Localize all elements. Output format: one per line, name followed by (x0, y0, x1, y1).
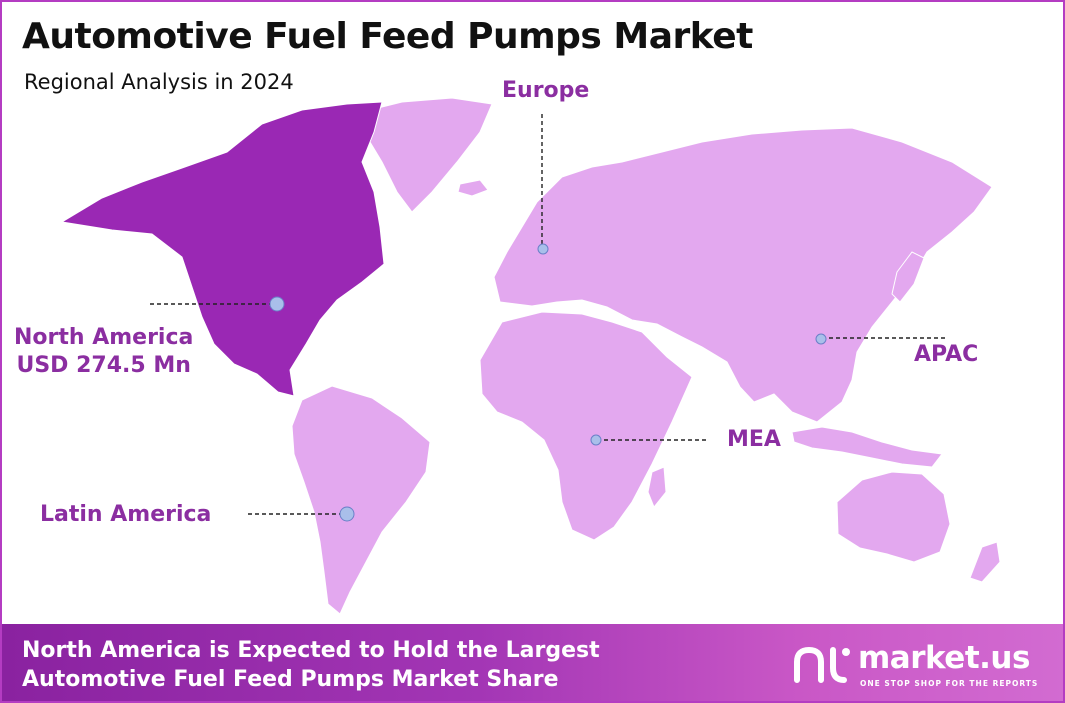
greenland-shape (361, 97, 493, 213)
north-america-value: USD 274.5 Mn (16, 353, 191, 378)
brand-logo: market.us ONE STOP SHOP FOR THE REPORTS (792, 640, 1052, 696)
japan-shape (891, 251, 925, 303)
north-america-marker (269, 296, 285, 312)
south-america-shape (291, 385, 431, 615)
iceland-shape (457, 179, 489, 197)
brand-tagline: ONE STOP SHOP FOR THE REPORTS (860, 679, 1039, 688)
north-america-callout: North America USD 274.5 Mn (14, 324, 193, 380)
europe-marker (537, 243, 549, 255)
north-america-label: North America (14, 325, 194, 350)
africa-shape (479, 311, 693, 541)
page-title: Automotive Fuel Feed Pumps Market (22, 16, 753, 57)
apac-label: APAC (914, 342, 979, 367)
footer-line-2: Automotive Fuel Feed Pumps Market Share (22, 667, 559, 692)
footer-headline: North America is Expected to Hold the La… (22, 636, 600, 694)
footer-line-1: North America is Expected to Hold the La… (22, 638, 600, 663)
mea-label: MEA (727, 427, 781, 452)
madagascar-shape (647, 466, 667, 508)
north-america-shape (60, 101, 385, 397)
market-us-logo-icon (794, 646, 850, 683)
mea-marker (590, 434, 602, 446)
latin-america-label: Latin America (40, 502, 212, 527)
page-subtitle: Regional Analysis in 2024 (24, 70, 294, 94)
southeast-asia-islands-shape (791, 426, 943, 468)
australia-shape (836, 471, 951, 563)
apac-marker (815, 333, 827, 345)
footer-banner: North America is Expected to Hold the La… (2, 624, 1063, 701)
brand-name: market.us (858, 640, 1030, 676)
new-zealand-shape (969, 541, 1001, 583)
latin-america-marker (339, 506, 355, 522)
world-map (60, 97, 1001, 615)
europe-label: Europe (502, 78, 590, 103)
